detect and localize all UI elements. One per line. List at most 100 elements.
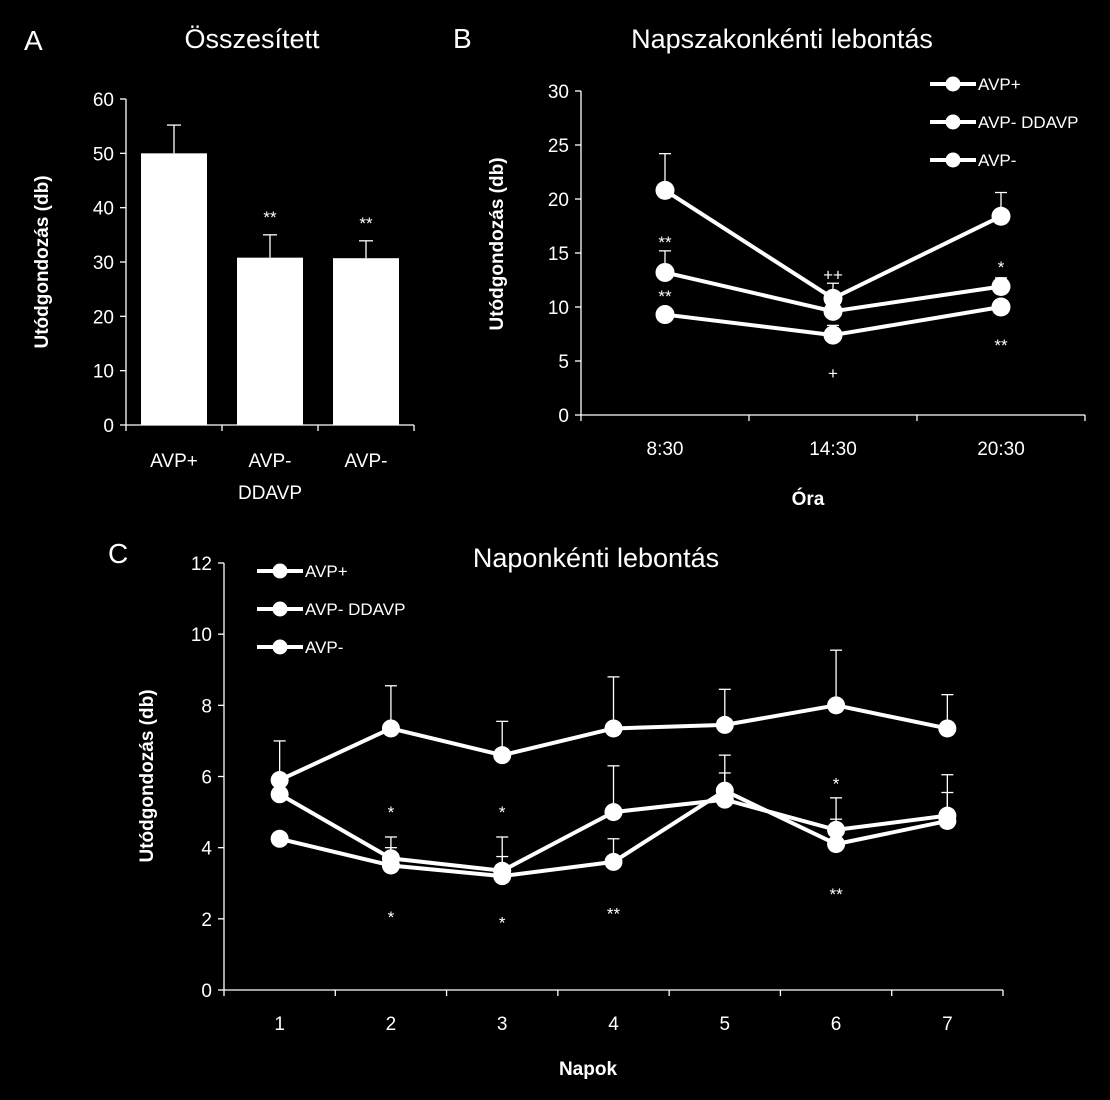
- panel-a-marks: ** **: [141, 124, 399, 426]
- legend-marker: [272, 601, 288, 617]
- y-tick-label: 10: [548, 298, 569, 319]
- panel-c-legend: AVP+ AVP- DDAVP AVP-: [257, 562, 405, 657]
- y-tick-label: 10: [93, 362, 114, 383]
- y-tick-label: 0: [103, 416, 114, 437]
- panel-c-x-axis-title: Napok: [559, 1059, 618, 1080]
- data-point: [991, 276, 1011, 296]
- y-tick-label: 6: [201, 768, 212, 789]
- legend-marker: [945, 152, 961, 168]
- y-tick-label: 30: [548, 82, 569, 103]
- data-point: [827, 696, 846, 715]
- y-tick-label: 25: [548, 136, 569, 157]
- y-tick-label: 40: [93, 199, 114, 220]
- data-point: [938, 719, 957, 738]
- y-tick-label: 10: [191, 625, 212, 646]
- x-tick-label: 6: [831, 1014, 842, 1035]
- panel-c-marks: **** *****: [270, 649, 957, 932]
- data-point: [270, 785, 289, 804]
- data-point: [604, 719, 623, 738]
- x-tick-label: AVP-: [249, 451, 292, 472]
- significance-label: **: [658, 233, 672, 252]
- legend-label: AVP- DDAVP: [978, 113, 1078, 132]
- panel-b-legend: AVP+ AVP- DDAVP AVP-: [930, 75, 1078, 170]
- data-point: [604, 852, 623, 871]
- legend-label: AVP-: [305, 638, 343, 657]
- x-tick-label: 3: [497, 1014, 508, 1035]
- x-tick-label: AVP+: [150, 451, 198, 472]
- y-tick-label: 20: [93, 307, 114, 328]
- data-point: [381, 719, 400, 738]
- y-tick-label: 12: [191, 554, 212, 575]
- legend-marker: [945, 76, 961, 92]
- data-point: [604, 803, 623, 822]
- panel-b: B Napszakonkénti lebontás Utódgondozás (…: [453, 23, 1086, 510]
- data-point: [715, 781, 734, 800]
- significance-label: **: [994, 336, 1008, 355]
- x-tick-label: 7: [942, 1014, 953, 1035]
- significance-label: *: [388, 803, 395, 822]
- significance-label: *: [499, 913, 506, 932]
- data-point: [655, 305, 675, 325]
- y-tick-label: 8: [201, 696, 212, 717]
- legend-label: AVP+: [978, 75, 1021, 94]
- data-point: [493, 746, 512, 765]
- significance-label: +: [828, 364, 838, 383]
- significance-label: *: [499, 803, 506, 822]
- significance-label: *: [833, 775, 840, 794]
- panel-b-y-axis-title: Utódgondozás (db): [487, 157, 508, 330]
- panel-letter-b: B: [453, 23, 472, 54]
- significance-label: ++: [823, 266, 843, 285]
- data-point: [823, 301, 843, 321]
- significance-label: **: [829, 885, 843, 904]
- significance-label: **: [359, 214, 373, 233]
- data-point: [827, 820, 846, 839]
- bar: [141, 153, 207, 426]
- y-tick-label: 50: [93, 144, 114, 165]
- x-tick-label: AVP-: [345, 451, 388, 472]
- data-point: [270, 829, 289, 848]
- y-tick-label: 5: [558, 352, 569, 373]
- legend-label: AVP- DDAVP: [305, 600, 405, 619]
- x-tick-label: DDAVP: [238, 483, 302, 504]
- data-point: [655, 262, 675, 282]
- data-point: [827, 835, 846, 854]
- panel-c-title: Naponkénti lebontás: [473, 543, 719, 573]
- legend-marker: [945, 114, 961, 130]
- y-tick-label: 15: [548, 244, 569, 265]
- panel-a-ticks: 0 10 20 30 40 50 60 AVP+ AVP- DDAVP AVP-: [93, 90, 415, 504]
- legend-label: AVP-: [978, 151, 1016, 170]
- legend-label: AVP+: [305, 562, 348, 581]
- data-point: [381, 856, 400, 875]
- x-tick-label: 8:30: [647, 439, 684, 460]
- y-tick-label: 20: [548, 190, 569, 211]
- y-tick-label: 2: [201, 910, 212, 931]
- y-tick-label: 0: [201, 981, 212, 1002]
- x-tick-label: 14:30: [809, 439, 857, 460]
- bar: [237, 257, 303, 425]
- significance-label: *: [998, 258, 1005, 277]
- y-tick-label: 60: [93, 90, 114, 111]
- data-point: [655, 180, 675, 200]
- panel-b-marks: ****+++***: [655, 152, 1011, 383]
- significance-label: **: [263, 208, 277, 227]
- panel-a-y-axis-title: Utódgondozás (db): [32, 175, 53, 348]
- significance-label: **: [658, 287, 672, 306]
- panel-a-title: Összesített: [184, 24, 320, 54]
- x-tick-label: 20:30: [977, 439, 1025, 460]
- data-point: [991, 297, 1011, 317]
- data-point: [991, 206, 1011, 226]
- data-point: [270, 771, 289, 790]
- panel-b-title: Napszakonkénti lebontás: [631, 24, 933, 54]
- panel-c-y-axis-title: Utódgondozás (db): [137, 689, 158, 862]
- legend-marker: [272, 563, 288, 579]
- x-tick-label: 4: [608, 1014, 619, 1035]
- data-point: [493, 867, 512, 886]
- significance-label: *: [388, 908, 395, 927]
- x-tick-label: 5: [719, 1014, 730, 1035]
- y-tick-label: 4: [201, 839, 212, 860]
- x-tick-label: 1: [274, 1014, 285, 1035]
- panel-c: C Naponkénti lebontás Utódgondozás (db) …: [108, 538, 1004, 1080]
- data-point: [715, 715, 734, 734]
